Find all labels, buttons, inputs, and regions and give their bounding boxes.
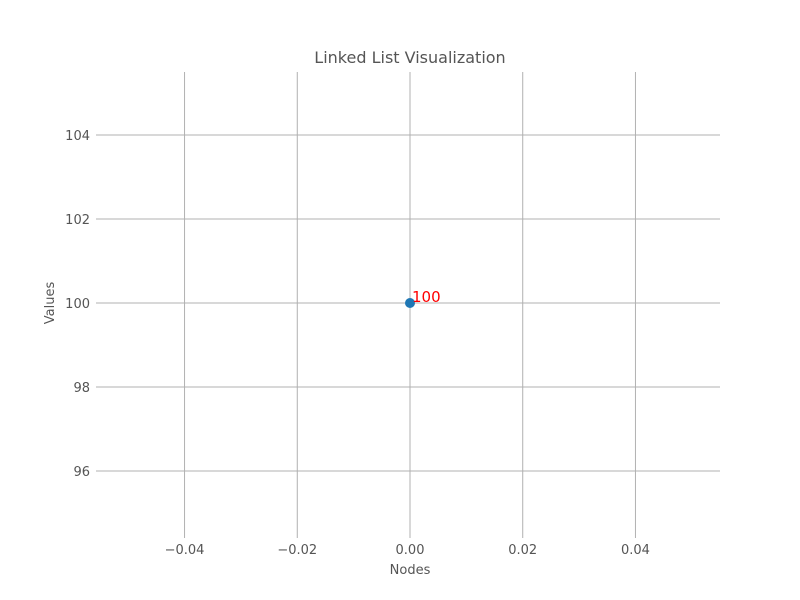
y-tick-label: 98 — [73, 381, 90, 396]
grid — [100, 72, 720, 534]
y-tick-label: 102 — [65, 213, 90, 228]
x-tick-label: −0.04 — [165, 543, 205, 558]
x-tick-label: 0.04 — [621, 543, 650, 558]
chart-title: Linked List Visualization — [314, 48, 505, 67]
y-tick-label: 100 — [65, 297, 90, 312]
y-axis-title: Values — [43, 282, 58, 325]
y-tick-label: 104 — [65, 129, 90, 144]
x-tick-label: −0.02 — [277, 543, 317, 558]
data-marks: 100 — [405, 288, 441, 308]
data-label: 100 — [412, 288, 441, 306]
y-tick-label: 96 — [73, 465, 90, 480]
data-point — [405, 298, 415, 308]
ticks: −0.04 −0.02 0.00 0.02 0.04 96 98 100 102 104 — [65, 129, 650, 558]
x-tick-label: 0.02 — [508, 543, 537, 558]
x-axis-title: Nodes — [390, 563, 431, 578]
x-tick-label: 0.00 — [396, 543, 425, 558]
